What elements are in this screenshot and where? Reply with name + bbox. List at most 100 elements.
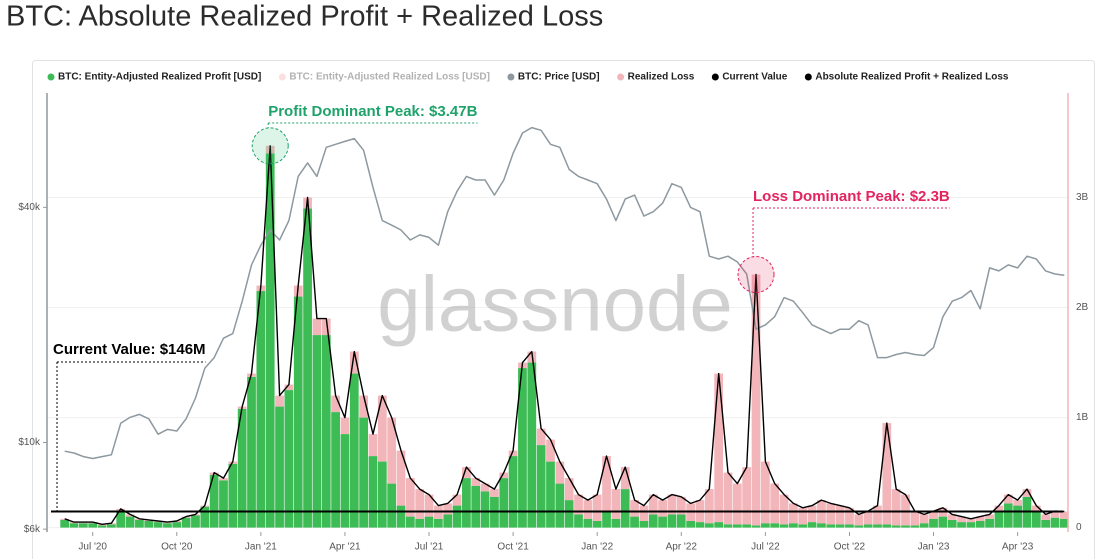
loss-bar bbox=[910, 511, 920, 526]
annotation: Current Value: $146M bbox=[53, 341, 206, 358]
profit-bar bbox=[181, 517, 191, 528]
legend-item: Realized Loss bbox=[617, 72, 695, 83]
annotation: Loss Dominant Peak: $2.3B bbox=[753, 188, 950, 205]
loss-bar bbox=[275, 395, 284, 407]
loss-bar bbox=[854, 514, 864, 526]
profit-bar bbox=[228, 463, 238, 528]
profit-bar bbox=[200, 506, 210, 528]
legend-item: Absolute Realized Profit + Realized Loss bbox=[804, 72, 1009, 83]
loss-bar bbox=[798, 507, 808, 525]
profit-bar bbox=[1013, 505, 1022, 528]
loss-bar bbox=[807, 505, 817, 523]
profit-bar bbox=[901, 525, 910, 528]
legend-item: BTC: Price [USD] bbox=[507, 72, 600, 83]
loss-bar bbox=[966, 518, 976, 523]
loss-bar bbox=[415, 489, 425, 519]
loss-bar bbox=[452, 494, 462, 506]
x-tick-label: Jan '23 bbox=[918, 542, 950, 553]
profit-bar bbox=[882, 524, 892, 528]
loss-bar bbox=[742, 467, 752, 525]
legend-dot bbox=[804, 73, 812, 81]
profit-bar bbox=[69, 523, 79, 528]
profit-bar bbox=[695, 522, 705, 528]
x-tick-label: Oct '20 bbox=[161, 542, 193, 553]
loss-bar bbox=[359, 395, 369, 418]
loss-bar bbox=[863, 511, 873, 525]
loss-bar bbox=[424, 494, 434, 517]
profit-bar bbox=[237, 408, 247, 528]
loss-bar bbox=[321, 318, 331, 336]
profit-bar bbox=[331, 412, 340, 528]
profit-bar bbox=[798, 524, 808, 528]
profit-bar bbox=[78, 523, 88, 528]
profit-bar bbox=[424, 516, 434, 528]
chart-title: BTC: Absolute Realized Profit + Realized… bbox=[6, 1, 603, 33]
loss-bar bbox=[704, 489, 714, 524]
loss-bar bbox=[536, 428, 546, 446]
profit-bar bbox=[88, 523, 98, 528]
profit-bar bbox=[275, 406, 284, 528]
profit-bar bbox=[826, 524, 836, 528]
profit-bar bbox=[452, 505, 462, 528]
legend-item: BTC: Entity-Adjusted Realized Loss [USD] bbox=[278, 72, 490, 83]
profit-bar bbox=[947, 519, 957, 528]
profit-bar bbox=[807, 522, 817, 528]
loss-bar bbox=[405, 478, 415, 517]
profit-bar bbox=[620, 489, 630, 528]
loss-bar bbox=[368, 434, 378, 457]
profit-bar bbox=[368, 456, 378, 528]
loss-bar bbox=[1031, 505, 1041, 513]
profit-bar bbox=[1050, 517, 1060, 528]
peak-marker bbox=[737, 256, 775, 294]
profit-bar bbox=[966, 522, 976, 528]
profit-bar bbox=[630, 516, 639, 528]
profit-bar bbox=[751, 525, 761, 528]
loss-bar bbox=[1059, 511, 1069, 519]
profit-bar bbox=[116, 511, 126, 528]
x-tick-label: Jan '22 bbox=[581, 542, 613, 553]
profit-bar bbox=[863, 524, 873, 528]
legend-dot bbox=[507, 73, 515, 81]
loss-bar bbox=[985, 514, 994, 519]
profit-bar bbox=[583, 518, 593, 528]
profit-bar bbox=[957, 522, 966, 528]
loss-bar bbox=[648, 494, 658, 515]
legend-dot bbox=[278, 73, 286, 81]
profit-bar bbox=[845, 524, 854, 528]
profit-bar bbox=[312, 335, 322, 528]
profit-bar bbox=[817, 523, 826, 528]
profit-bar bbox=[574, 514, 583, 528]
profit-bar bbox=[835, 524, 845, 528]
legend-dot bbox=[711, 73, 719, 81]
profit-bar bbox=[723, 524, 733, 528]
y2-tick-label: 3B bbox=[1076, 192, 1089, 203]
loss-bar bbox=[331, 395, 340, 413]
loss-bar bbox=[602, 456, 611, 512]
profit-bar bbox=[929, 518, 938, 528]
legend-label: BTC: Entity-Adjusted Realized Profit [US… bbox=[58, 72, 261, 83]
profit-bar bbox=[293, 296, 303, 528]
profit-bar bbox=[247, 376, 256, 528]
profit-bar bbox=[536, 445, 546, 528]
profit-bar bbox=[153, 522, 163, 528]
loss-bar bbox=[630, 500, 639, 517]
profit-bar bbox=[985, 518, 994, 528]
price-line bbox=[64, 126, 1065, 460]
chart-frame bbox=[32, 60, 1095, 559]
profit-bar bbox=[163, 523, 172, 528]
profit-bar bbox=[891, 525, 901, 528]
x-tick-label: Oct '21 bbox=[497, 542, 529, 553]
profit-bar bbox=[564, 500, 574, 528]
legend-item: Current Value bbox=[711, 72, 788, 83]
loss-bar bbox=[1050, 511, 1060, 518]
loss-bar bbox=[901, 494, 910, 526]
loss-bar bbox=[396, 450, 406, 506]
profit-bar bbox=[359, 417, 369, 528]
profit-bar bbox=[405, 516, 415, 528]
profit-bar bbox=[443, 514, 453, 528]
profit-bar bbox=[546, 461, 555, 528]
profit-bar bbox=[209, 474, 219, 528]
loss-bar bbox=[125, 514, 135, 517]
